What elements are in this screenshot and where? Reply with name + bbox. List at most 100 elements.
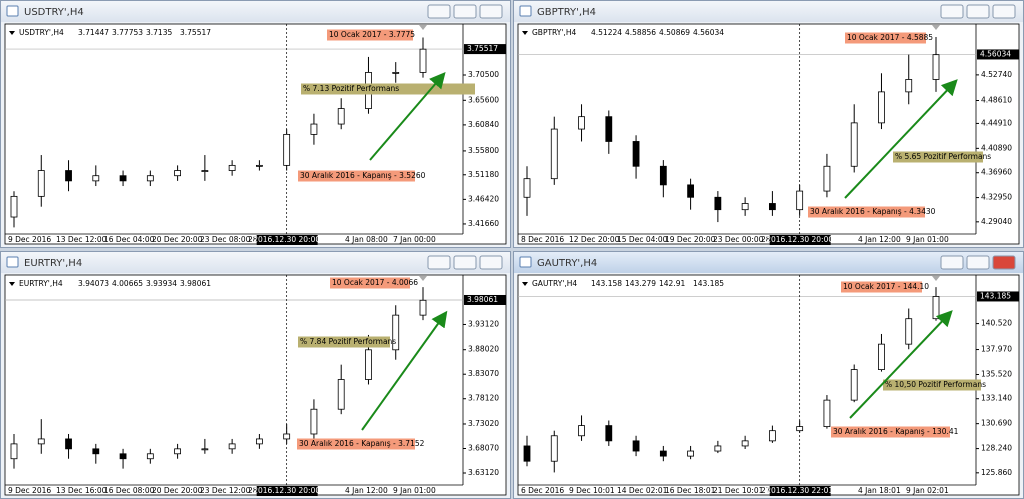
ohlc-value: 143.185 <box>693 279 724 288</box>
x-tick-label: 19 Dec 20:00 <box>665 235 716 244</box>
candle-body <box>823 399 831 428</box>
y-tick-label: 140.520 <box>981 319 1012 328</box>
x-tick-label: 16 Dec 08:00 <box>104 486 155 495</box>
candle-body <box>659 450 667 457</box>
y-tick-label: 3.41660 <box>468 219 499 228</box>
ohlc-value: 142.91 <box>659 279 685 288</box>
candle-body <box>201 448 209 451</box>
header-arrow <box>9 31 15 35</box>
close-button[interactable] <box>479 4 503 19</box>
maximize-button[interactable] <box>966 255 990 270</box>
y-tick-label: 3.73020 <box>468 419 499 428</box>
peak-label-box <box>327 29 413 41</box>
perf-label-box <box>301 83 475 95</box>
candle-body <box>92 448 100 455</box>
crosshair-time: 2016.12.30 20:00 <box>253 235 320 244</box>
x-tick-label: 20 Dec 20:00 <box>152 486 203 495</box>
y-tick-label: 125.860 <box>981 468 1012 477</box>
candle-body <box>174 448 182 455</box>
minimize-button[interactable] <box>940 4 964 19</box>
candle-body <box>796 426 804 432</box>
candle-body <box>201 170 209 172</box>
x-tick-label: 20 Dec 20:00 <box>152 235 203 244</box>
x-tick-label: 23 Dec 00:00 <box>713 235 764 244</box>
x-tick-label: 9 Jan 01:00 <box>393 486 436 495</box>
perf-label-box <box>883 379 981 391</box>
ohlc-value: 143.158 <box>591 279 622 288</box>
candle-body <box>796 190 804 211</box>
x-tick-label: 16 Dec 18:01 <box>665 486 716 495</box>
peak-marker <box>932 276 940 281</box>
y-tick-label: 4.48610 <box>981 95 1012 104</box>
maximize-button[interactable] <box>966 4 990 19</box>
candle-body <box>92 175 100 182</box>
candle-body <box>146 453 154 460</box>
chart-area <box>517 23 1020 245</box>
ohlc-value: 4.00665 <box>112 279 143 288</box>
perf-label-box <box>298 336 390 348</box>
candle-body <box>365 349 372 380</box>
candle-body <box>310 408 318 435</box>
y-tick-label: 3.68070 <box>468 443 499 452</box>
perf-label: % 7.13 Pozitif Performans <box>303 84 399 93</box>
trend-arrow <box>361 310 448 431</box>
candle-body <box>174 170 182 177</box>
x-tick-label: 7 Jan 00:00 <box>393 235 436 244</box>
peak-label: 10 Ocak 2017 - 4.5885 <box>847 33 933 42</box>
y-tick-label: 3.46420 <box>468 194 499 203</box>
title-bar <box>1 252 510 273</box>
current-price-box <box>464 44 506 55</box>
close-button[interactable] <box>479 255 503 270</box>
close-button[interactable] <box>992 255 1016 270</box>
y-tick-label: 3.70500 <box>468 70 499 79</box>
y-tick-label: 3.51180 <box>468 170 499 179</box>
symbol-label: GAUTRY',H4 <box>532 279 577 288</box>
peak-label: 10 Ocak 2017 - 4.0066 <box>332 278 418 287</box>
crosshair-time-box <box>769 235 831 245</box>
y-tick-label: 128.240 <box>981 444 1012 453</box>
candle-body <box>255 164 263 167</box>
candle-body <box>228 443 236 450</box>
ohlc-value: 4.56034 <box>693 28 724 37</box>
candle-body <box>578 425 585 437</box>
minimize-button[interactable] <box>427 4 451 19</box>
close-label-box <box>808 206 925 218</box>
candle-body <box>523 445 531 462</box>
window-title: GAUTRY',H4 <box>537 258 597 269</box>
minimize-button[interactable] <box>940 255 964 270</box>
candle-body <box>714 445 722 452</box>
maximize-button[interactable] <box>453 4 477 19</box>
close-button[interactable] <box>992 4 1016 19</box>
x-tick-label: 15 Dec 04:00 <box>617 235 668 244</box>
y-tick-label: 4.40890 <box>981 143 1012 152</box>
candle-body <box>10 195 18 218</box>
peak-label: 10 Ocak 2017 - 144.10 <box>843 282 929 291</box>
candle-body <box>523 178 531 198</box>
chart-area <box>4 274 507 496</box>
candle-body <box>741 203 749 211</box>
candle-body <box>65 438 72 450</box>
current-price-box <box>464 294 506 305</box>
candle-body <box>578 116 585 130</box>
crosshair-time: 2016.12.30 22:01 <box>766 486 833 495</box>
candle-body <box>850 369 858 401</box>
ohlc-value: 3.98061 <box>180 279 211 288</box>
x-tick-label: 9 Jan 01:00 <box>906 235 949 244</box>
perf-label: % 10,50 Pozitif Performans <box>885 380 986 389</box>
ohlc-value: 143.279 <box>625 279 656 288</box>
ohlc-value: 4.58856 <box>625 28 656 37</box>
window-title: GBPTRY',H4 <box>537 7 596 18</box>
candle-body <box>878 343 885 370</box>
peak-label-box <box>845 32 926 44</box>
candle-body <box>146 175 154 182</box>
y-tick-label: 3.65600 <box>468 95 499 104</box>
candle-body <box>550 435 558 462</box>
ohlc-value: 3.93934 <box>146 279 177 288</box>
crosshair-time-box <box>769 486 831 496</box>
peak-marker <box>419 276 427 281</box>
minimize-button[interactable] <box>427 255 451 270</box>
maximize-button[interactable] <box>453 255 477 270</box>
candle-body <box>768 430 776 442</box>
